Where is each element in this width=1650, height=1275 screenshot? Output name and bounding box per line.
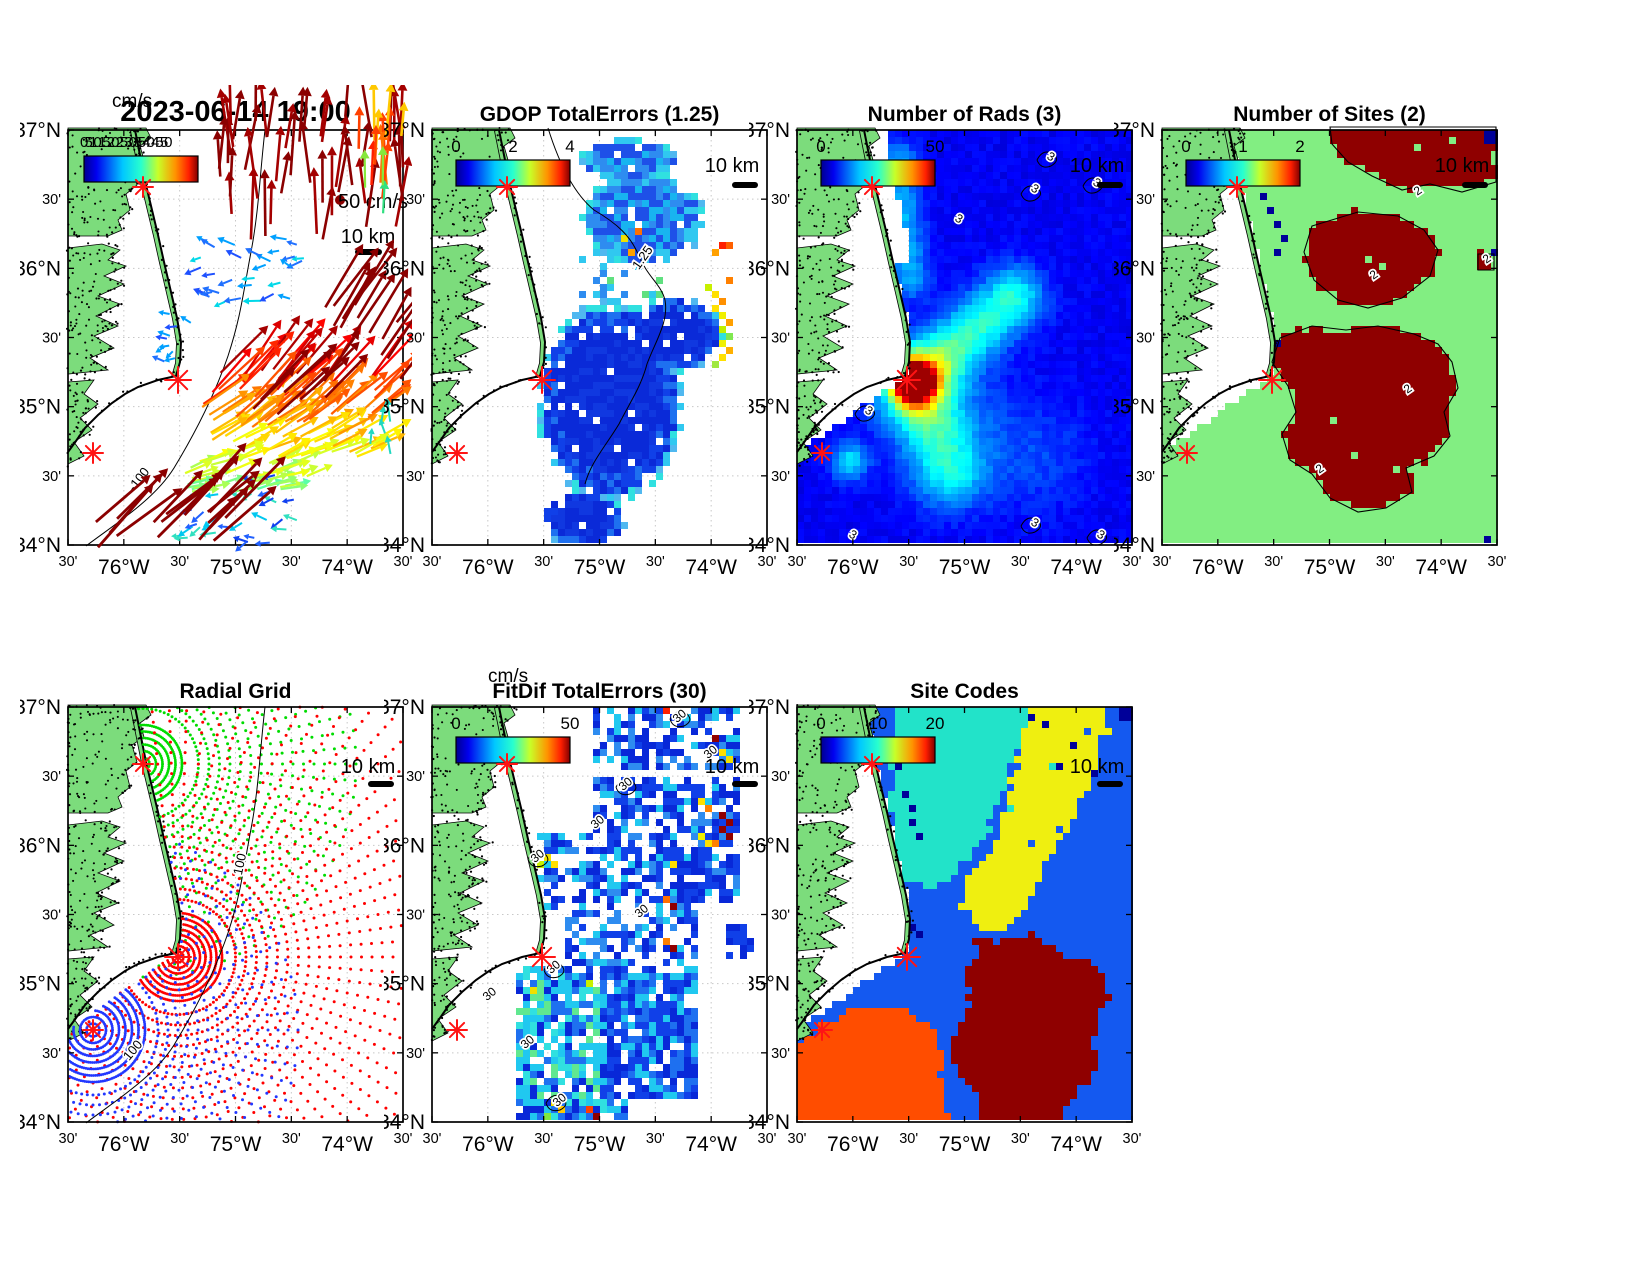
panel-number-of-sites: Number of Sites (2) 2 2 2 2 2 0 1 2 10 km 30' 76°W… <box>1114 85 1506 597</box>
svg-text:37°N: 37°N <box>384 119 425 142</box>
svg-text:10 km: 10 km <box>705 155 759 177</box>
colorbar-unit-label: cm/s <box>488 666 529 687</box>
svg-text:10 km: 10 km <box>1070 155 1124 177</box>
svg-text:34°N: 34°N <box>384 534 425 557</box>
panel-gdop-total-errors: GDOP TotalErrors (1.25) 1.25 0 2 4 10 km 30' 7… <box>384 85 776 597</box>
svg-text:30': 30' <box>423 554 442 570</box>
svg-text:30': 30' <box>59 554 78 570</box>
svg-text:30': 30' <box>42 331 61 347</box>
svg-text:35°N: 35°N <box>20 396 61 419</box>
svg-text:0: 0 <box>451 137 460 156</box>
panel-title: GDOP TotalErrors (1.25) <box>479 103 720 126</box>
svg-text:30': 30' <box>42 192 61 208</box>
svg-text:75°W: 75°W <box>210 556 262 579</box>
svg-text:50: 50 <box>926 137 945 156</box>
panel-site-codes: Site Codes 0 10 20 10 km 30' 76°W 30' 75°W 30' 74… <box>749 662 1141 1174</box>
svg-text:30': 30' <box>406 192 425 208</box>
svg-text:36°N: 36°N <box>384 257 425 280</box>
panel-title: Site Codes <box>910 680 1019 703</box>
panel-title: FitDif TotalErrors (30) <box>492 680 707 703</box>
svg-text:0 5 10 15 20 25 30 35 40 45 50: 0 5 10 15 20 25 30 35 40 45 50 <box>80 134 172 151</box>
svg-text:30': 30' <box>282 554 301 570</box>
svg-text:76°W: 76°W <box>462 556 514 579</box>
svg-text:37°N: 37°N <box>20 119 61 142</box>
svg-text:10 km: 10 km <box>341 226 395 248</box>
svg-text:50 cm/s: 50 cm/s <box>338 191 408 213</box>
svg-text:30': 30' <box>394 554 412 570</box>
panel-surface-currents: cm/s 2023-06-14 19:00 -100 0 5 10 15 20 2… <box>20 85 412 597</box>
panel-title: Number of Sites (2) <box>1233 103 1426 126</box>
svg-text:74°W: 74°W <box>321 556 373 579</box>
svg-text:30': 30' <box>406 469 425 485</box>
svg-text:30': 30' <box>758 554 776 570</box>
panel-number-of-rads: Number of Rads (3) 3 3 3 3 3 3 3 3 0 50 10 km 30' 76… <box>749 85 1141 597</box>
svg-text:30': 30' <box>534 554 553 570</box>
svg-text:30': 30' <box>170 554 189 570</box>
svg-text:2: 2 <box>508 137 517 156</box>
svg-text:4: 4 <box>565 137 574 156</box>
svg-text:30': 30' <box>42 469 61 485</box>
svg-text:75°W: 75°W <box>574 556 626 579</box>
panel-fitdif-total-errors: cm/s FitDif TotalErrors (30) 30 30 30 30 30 3… <box>384 662 776 1174</box>
svg-text:74°W: 74°W <box>685 556 737 579</box>
colorbar-unit-label: cm/s <box>112 91 153 112</box>
svg-text:35°N: 35°N <box>384 396 425 419</box>
panel-title: Radial Grid <box>179 680 292 703</box>
svg-text:76°W: 76°W <box>98 556 150 579</box>
svg-text:36°N: 36°N <box>20 257 61 280</box>
panel-title: Number of Rads (3) <box>867 103 1062 126</box>
svg-text:34°N: 34°N <box>20 534 61 557</box>
panel-radial-grid: Radial Grid 100 100 10 km 30' 76°W 30' 75°W 30'… <box>20 662 412 1174</box>
svg-text:30': 30' <box>646 554 665 570</box>
svg-text:0: 0 <box>816 137 825 156</box>
svg-text:30': 30' <box>406 331 425 347</box>
